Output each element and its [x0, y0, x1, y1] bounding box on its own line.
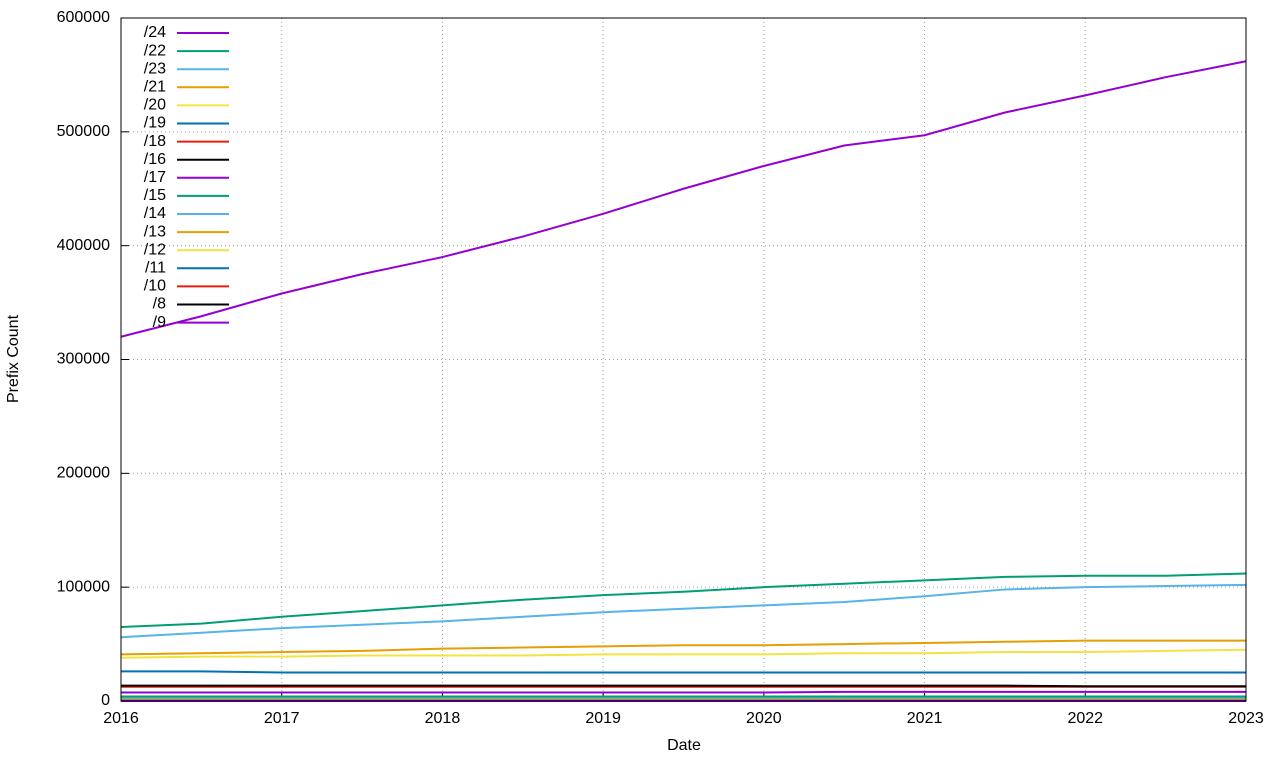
series-line — [121, 690, 1246, 694]
legend-label: /17 — [144, 169, 166, 186]
x-tick-label: 2023 — [1228, 710, 1264, 727]
legend: /24/22/23/21/20/19/18/16/17/15/14/13/12 /… — [144, 24, 229, 331]
legend-label: /18 — [144, 133, 166, 150]
legend-label: /19 — [144, 115, 166, 132]
x-tick-label: 2017 — [264, 710, 300, 727]
legend-label: /13 — [144, 223, 166, 240]
y-tick-label: 0 — [101, 692, 110, 709]
x-tick-label: 2019 — [585, 710, 621, 727]
series-line — [120, 639, 1246, 656]
y-tick-label: 500000 — [57, 123, 110, 140]
legend-label: /8 — [153, 296, 166, 313]
series-line — [120, 648, 1247, 659]
y-tick-label: 300000 — [57, 351, 110, 368]
y-tick-label: 600000 — [57, 9, 110, 26]
legend-label: /21 — [144, 79, 166, 96]
series-line — [120, 60, 1247, 338]
series-line — [120, 583, 1247, 639]
legend-label: /23 — [144, 60, 166, 77]
legend-label: /11 — [145, 260, 166, 277]
tick-labels: 0 100000 200000 300000 400000 500000 600000 201… — [57, 9, 1264, 727]
y-tick-label: 400000 — [57, 237, 110, 254]
x-tick-label: 2021 — [907, 710, 943, 727]
y-axis-label: Prefix Count — [5, 314, 22, 403]
x-tick-label: 2020 — [746, 710, 782, 727]
legend-label: /9 — [153, 314, 166, 331]
legend-label: /24 — [144, 24, 166, 41]
series-line — [121, 684, 1246, 688]
x-tick-label: 2022 — [1067, 710, 1103, 727]
x-tick-label: 2018 — [425, 710, 461, 727]
legend-label: /20 — [144, 97, 166, 114]
x-axis-label: Date — [667, 737, 701, 754]
x-tick-label: 2016 — [103, 710, 139, 727]
legend-label: /16 — [144, 151, 166, 168]
series-line — [121, 670, 1246, 674]
legend-label: /12 — [144, 241, 166, 258]
y-tick-label: 100000 — [57, 578, 110, 595]
legend-label: /15 — [144, 187, 166, 204]
y-tick-label: 200000 — [57, 465, 110, 482]
legend-label: /14 — [144, 205, 166, 222]
legend-label: /22 — [144, 42, 166, 59]
plot-border — [120, 17, 1247, 702]
legend-label: /10 — [144, 278, 166, 295]
series-line — [120, 572, 1247, 629]
